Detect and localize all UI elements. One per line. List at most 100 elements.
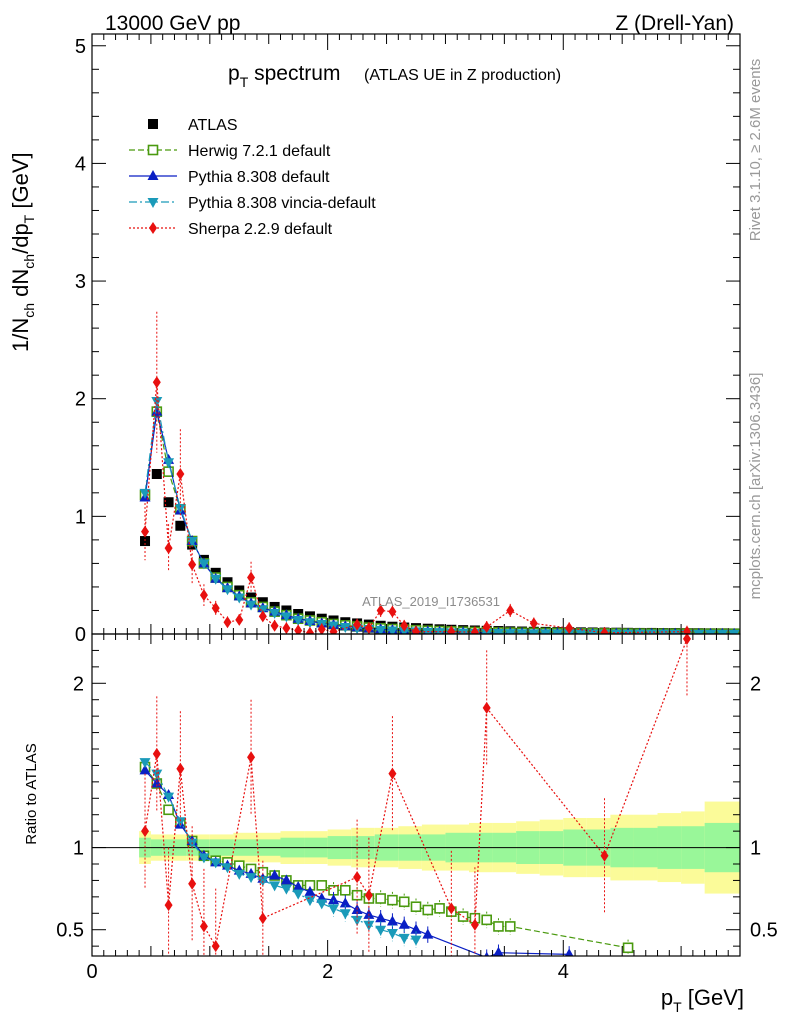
data-point bbox=[247, 571, 256, 584]
ratio-y-tick-label: 0.5 bbox=[56, 920, 84, 942]
ratio-point bbox=[316, 880, 328, 891]
title-p: p bbox=[228, 62, 240, 85]
data-point bbox=[388, 605, 397, 618]
ratio-point bbox=[292, 881, 304, 891]
ratio-point bbox=[188, 877, 197, 890]
ratio-point bbox=[198, 853, 210, 864]
ratio-line bbox=[144, 769, 570, 956]
ratio-point bbox=[387, 894, 398, 906]
data-point bbox=[422, 627, 434, 634]
ratio-point bbox=[176, 762, 185, 775]
data-point bbox=[705, 629, 717, 634]
ratio-frame bbox=[91, 633, 741, 957]
data-point bbox=[317, 623, 326, 634]
data-point bbox=[457, 628, 469, 634]
legend-entry: Herwig 7.2.1 default bbox=[129, 143, 331, 160]
data-point bbox=[529, 617, 538, 630]
ratio-point bbox=[280, 884, 292, 895]
ratio-y-tick-label-right: 1 bbox=[750, 838, 761, 860]
y-tick-label: 2 bbox=[75, 389, 86, 411]
title-sub: T bbox=[240, 74, 249, 90]
data-point bbox=[716, 629, 728, 634]
ratio-point bbox=[339, 909, 351, 920]
data-point bbox=[447, 625, 456, 634]
legend-entry: Sherpa 2.2.9 default bbox=[129, 221, 333, 238]
data-point bbox=[221, 585, 233, 596]
ratio-point bbox=[493, 921, 504, 932]
ratio-point bbox=[482, 701, 491, 714]
data-point bbox=[233, 593, 245, 604]
ratio-point bbox=[364, 889, 373, 902]
data-point bbox=[176, 468, 185, 480]
ratio-point bbox=[152, 747, 161, 760]
x-tick-label: 0 bbox=[86, 961, 97, 983]
y-tick-label: 0 bbox=[75, 624, 86, 646]
ratio-point bbox=[151, 769, 163, 780]
ratio-ylabel: Ratio to ATLAS bbox=[23, 743, 40, 844]
ratio-point bbox=[422, 904, 434, 916]
data-point bbox=[587, 629, 599, 634]
ratio-point bbox=[375, 912, 387, 923]
ratio-point bbox=[493, 946, 504, 956]
ratio-point bbox=[398, 918, 410, 929]
data-point bbox=[258, 610, 267, 623]
data-point bbox=[528, 629, 540, 634]
ratio-point bbox=[410, 923, 422, 934]
ratio-point bbox=[340, 884, 351, 896]
ratio-point bbox=[386, 915, 398, 926]
ratio-series-3 bbox=[141, 634, 691, 956]
main-panel: 0 1 2 3 4 5 bbox=[75, 33, 741, 646]
data-point bbox=[657, 629, 669, 634]
ratio-y-tick-label-right: 0.5 bbox=[750, 920, 778, 942]
ratio-panel: 0 2 4 0.5 0.5 1 1 2 2 bbox=[56, 34, 778, 983]
ratio-point bbox=[199, 920, 208, 933]
data-point bbox=[141, 525, 150, 538]
chart-title-paren: (ATLAS UE in Z production) bbox=[364, 67, 561, 84]
ratio-point bbox=[245, 873, 257, 884]
legend-label: Herwig 7.2.1 default bbox=[188, 143, 331, 160]
ratio-point bbox=[163, 804, 174, 816]
ratio-point bbox=[564, 948, 574, 956]
data-point bbox=[693, 629, 705, 634]
data-point bbox=[280, 612, 292, 623]
header-left: 13000 GeV pp bbox=[105, 12, 240, 35]
data-point bbox=[282, 622, 291, 634]
ratio-y-tick-label-right: 2 bbox=[750, 673, 761, 695]
ratio-y-ticks: 0.5 0.5 1 1 2 2 bbox=[56, 649, 778, 947]
ratio-point bbox=[258, 912, 267, 925]
header-right: Z (Drell-Yan) bbox=[615, 12, 734, 35]
ratio-point bbox=[375, 893, 386, 904]
data-point bbox=[294, 624, 303, 634]
ratio-point bbox=[247, 751, 256, 764]
side-label-bottom: mcplots.cern.ch [arXiv:1306.3436] bbox=[747, 373, 764, 600]
data-point bbox=[175, 520, 186, 531]
data-point bbox=[304, 618, 316, 629]
legend-marker bbox=[147, 144, 159, 156]
data-point bbox=[292, 615, 304, 626]
data-point bbox=[151, 397, 163, 408]
data-point bbox=[504, 629, 516, 634]
legend-marker bbox=[149, 222, 157, 234]
data-point bbox=[235, 613, 244, 626]
ratio-point bbox=[139, 758, 151, 769]
y-tick-label: 5 bbox=[75, 36, 86, 58]
ratio-point bbox=[422, 928, 434, 939]
ratio-point bbox=[481, 914, 492, 926]
data-point bbox=[211, 602, 220, 615]
x-tick-label: 2 bbox=[322, 961, 333, 983]
ratio-y-tick-label: 1 bbox=[73, 838, 84, 860]
data-point bbox=[516, 629, 528, 634]
legend-label: Pythia 8.308 default bbox=[188, 169, 330, 186]
data-point bbox=[622, 629, 634, 634]
ratio-series bbox=[139, 634, 691, 956]
title-rest: spectrum bbox=[248, 62, 340, 85]
data-point bbox=[610, 629, 622, 634]
ratio-point bbox=[328, 904, 340, 915]
ratio-point bbox=[164, 899, 173, 912]
ratio-line bbox=[144, 638, 688, 948]
data-point bbox=[140, 536, 151, 547]
ratio-point bbox=[316, 899, 328, 910]
main-series bbox=[139, 311, 740, 634]
ratio-point bbox=[174, 817, 186, 828]
ratio-point bbox=[339, 897, 351, 908]
